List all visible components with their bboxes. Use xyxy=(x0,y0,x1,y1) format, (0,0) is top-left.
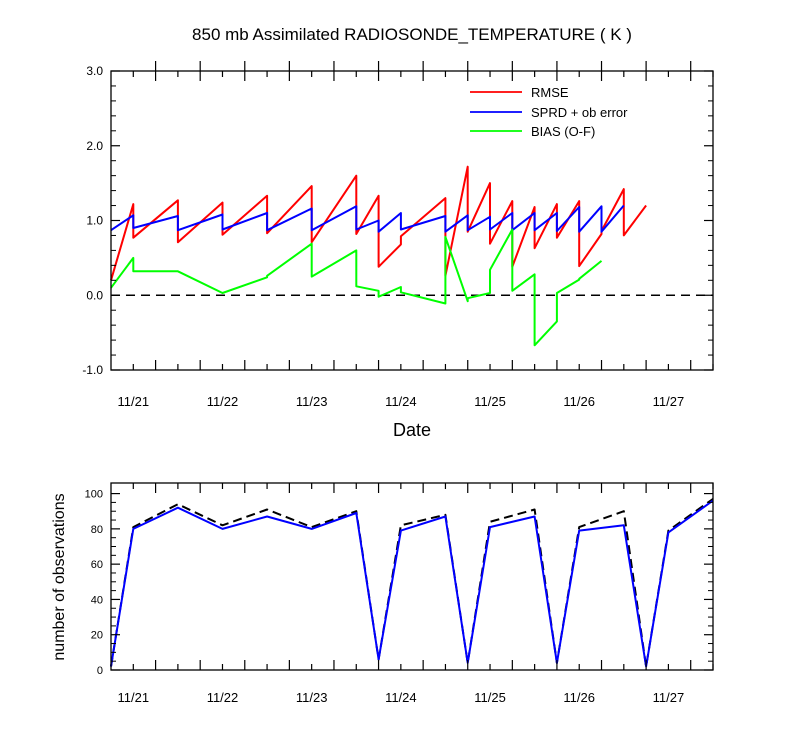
y-tick-label: 0.0 xyxy=(86,288,103,302)
series-line-0 xyxy=(110,498,714,668)
x-tick-label: 11/22 xyxy=(207,394,239,409)
x-tick-label: 11/22 xyxy=(207,690,239,705)
y-tick-label: 1.0 xyxy=(86,214,103,228)
x-tick-label: 11/21 xyxy=(118,690,150,705)
top-x-axis-label: Date xyxy=(393,420,431,440)
y-tick-label: 20 xyxy=(91,630,103,642)
top-axis-ticks: -1.0 0.0 1.0 2.0 3.0 11/21 11/22 11/23 11/24 11/2… xyxy=(82,61,714,409)
y-tick-label: 40 xyxy=(91,594,103,606)
bottom-axis-ticks: 0 20 40 60 80 100 11/21 11/22 11/23 11/24 11/25 11/… xyxy=(85,483,714,705)
top-series-layer xyxy=(110,165,647,347)
x-tick-label: 11/27 xyxy=(653,690,685,705)
y-tick-label: 100 xyxy=(85,489,103,501)
series-line-1 xyxy=(110,499,714,668)
legend-label-rmse: RMSE xyxy=(531,85,569,100)
y-tick-label: 80 xyxy=(91,524,103,536)
x-tick-label: 11/27 xyxy=(653,394,685,409)
legend-label-sprd: SPRD + ob error xyxy=(531,105,628,120)
y-tick-label: 0 xyxy=(97,665,103,677)
series-line-2 xyxy=(110,228,603,347)
x-tick-label: 11/26 xyxy=(563,690,595,705)
chart-title: 850 mb Assimilated RADIOSONDE_TEMPERATUR… xyxy=(192,25,632,44)
bottom-y-axis-label: number of observations xyxy=(51,493,68,660)
x-tick-label: 11/24 xyxy=(385,394,417,409)
series-line-1 xyxy=(110,204,625,233)
x-tick-label: 11/24 xyxy=(385,690,417,705)
bottom-plot-frame xyxy=(110,482,714,671)
x-tick-label: 11/25 xyxy=(474,690,506,705)
bottom-series-layer xyxy=(110,498,714,668)
legend-label-bias: BIAS (O-F) xyxy=(531,124,595,139)
legend: RMSE SPRD + ob error BIAS (O-F) xyxy=(470,85,628,139)
y-tick-label: 60 xyxy=(91,559,103,571)
y-tick-label: 3.0 xyxy=(86,64,103,78)
y-tick-label: -1.0 xyxy=(82,363,103,377)
x-tick-label: 11/25 xyxy=(474,394,506,409)
x-tick-label: 11/23 xyxy=(296,690,328,705)
x-tick-label: 11/26 xyxy=(563,394,595,409)
y-tick-label: 2.0 xyxy=(86,139,103,153)
x-tick-label: 11/21 xyxy=(118,394,150,409)
x-tick-label: 11/23 xyxy=(296,394,328,409)
